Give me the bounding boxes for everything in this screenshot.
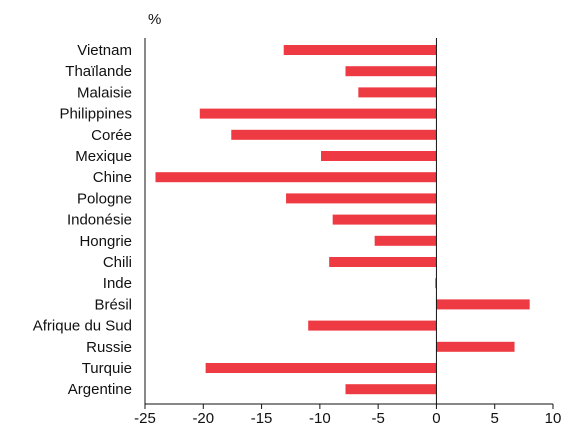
bar-pologne — [286, 193, 437, 204]
bar-afrique-du-sud — [308, 320, 437, 331]
category-label-malaisie: Malaisie — [77, 84, 132, 101]
category-label-vietnam: Vietnam — [77, 42, 132, 59]
category-label-thailande: Thaïlande — [65, 63, 132, 80]
x-axis-unit-label: % — [148, 11, 161, 28]
bar-chili — [329, 257, 437, 267]
x-tick-label-0: 0 — [432, 410, 440, 427]
bar-russie — [436, 341, 515, 352]
category-label-chili: Chili — [103, 254, 132, 271]
x-tick-label-neg25: -25 — [134, 410, 156, 427]
bar-coree — [231, 129, 437, 140]
bar-vietnam — [283, 45, 437, 55]
x-tick-label-5: 5 — [491, 410, 499, 427]
category-label-philippines: Philippines — [59, 106, 132, 123]
category-label-afrique-du-sud: Afrique du Sud — [33, 318, 132, 335]
bar-malaisie — [358, 87, 437, 98]
x-tick-label-10: 10 — [545, 410, 562, 427]
category-label-russie: Russie — [86, 339, 132, 356]
bar-mexique — [321, 151, 437, 161]
category-label-chine: Chine — [93, 169, 132, 186]
bar-indonesie — [332, 214, 437, 225]
category-label-argentine: Argentine — [68, 381, 132, 398]
category-label-coree: Corée — [91, 127, 132, 144]
bar-bresil — [436, 299, 530, 310]
category-label-bresil: Brésil — [94, 296, 132, 313]
category-label-mexique: Mexique — [75, 148, 132, 165]
bar-turquie — [205, 363, 437, 373]
x-tick-label-neg15: -15 — [251, 410, 273, 427]
category-label-hongrie: Hongrie — [79, 233, 132, 250]
category-label-inde: Inde — [103, 275, 132, 292]
bar-inde — [435, 278, 437, 289]
bar-argentine — [345, 384, 437, 395]
category-label-pologne: Pologne — [77, 190, 132, 207]
category-labels-layer: Vietnam Thaïlande Malaisie Philippines Corée… — [33, 42, 132, 398]
x-tick-label-neg5: -5 — [371, 410, 384, 427]
bar-philippines — [199, 108, 437, 119]
bar-hongrie — [374, 235, 437, 246]
bars-layer — [155, 45, 530, 395]
bar-thailande — [345, 66, 437, 77]
bar-chine — [155, 172, 437, 183]
category-label-indonesie: Indonésie — [67, 212, 132, 229]
x-tick-label-neg10: -10 — [309, 410, 331, 427]
category-label-turquie: Turquie — [82, 360, 132, 377]
x-tick-label-neg20: -20 — [192, 410, 214, 427]
axes-layer: -25 -20 -15 -10 -5 0 5 10 — [134, 38, 561, 427]
